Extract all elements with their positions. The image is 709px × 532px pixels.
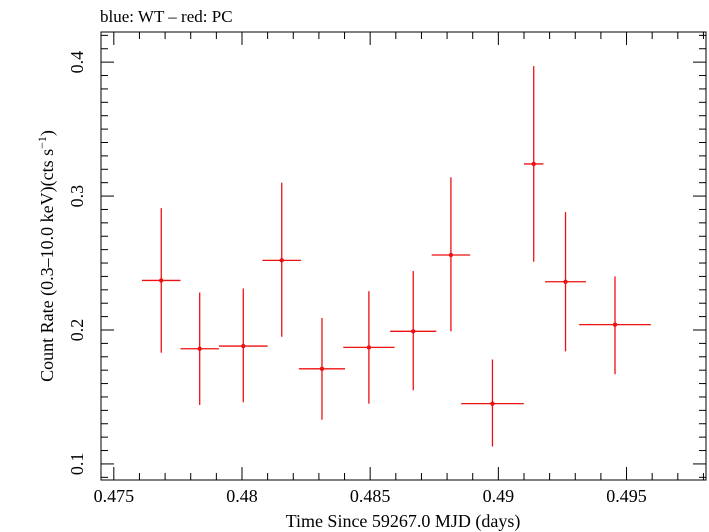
plot-frame (100, 31, 707, 481)
y-axis-label-exponent: −1 (35, 136, 49, 149)
chart-title: blue: WT – red: PC (100, 7, 233, 26)
point-marker (490, 401, 495, 406)
point-marker (411, 329, 416, 334)
y-axis-label-main: Count Rate (0.3–10.0 keV)(cts s (37, 149, 58, 382)
y-tick-label: 0.2 (67, 319, 87, 342)
y-axis-label: Count Rate (0.3–10.0 keV)(cts s−1) (35, 130, 58, 382)
y-tick-label: 0.1 (67, 453, 87, 476)
x-tick-label: 0.49 (483, 486, 515, 506)
data-point (298, 317, 346, 420)
tick-labels: 0.475 0.48 0.485 0.49 0.495 0.1 0.2 0.3 0.4 (67, 51, 647, 506)
x-tick-label: 0.48 (226, 486, 258, 506)
point-marker (279, 258, 284, 263)
data-point (545, 212, 587, 352)
y-axis-label-close: ) (37, 130, 58, 136)
data-point (461, 359, 524, 447)
point-marker (197, 346, 202, 351)
x-tick-label: 0.495 (606, 486, 647, 506)
data-point (262, 182, 301, 337)
point-marker (366, 345, 372, 350)
data-point (218, 288, 268, 403)
point-marker (159, 278, 164, 283)
data-point (180, 292, 219, 405)
x-tick-label: 0.485 (350, 486, 391, 506)
x-tick-label: 0.475 (94, 486, 135, 506)
y-tick-label: 0.3 (67, 185, 87, 208)
data-point (142, 208, 181, 353)
x-axis-label: Time Since 59267.0 MJD (days) (286, 511, 521, 532)
axis-ticks (101, 32, 706, 480)
y-tick-label: 0.4 (67, 51, 87, 74)
data-point (431, 177, 471, 332)
data-point (579, 276, 651, 375)
data-point (523, 66, 544, 262)
point-marker (531, 161, 536, 167)
data-point (343, 291, 395, 404)
point-marker (612, 322, 618, 327)
data-point (390, 271, 437, 391)
point-marker (319, 366, 325, 372)
point-marker (448, 252, 454, 258)
point-marker (563, 279, 568, 284)
data-points (142, 66, 651, 447)
point-marker (241, 343, 246, 349)
